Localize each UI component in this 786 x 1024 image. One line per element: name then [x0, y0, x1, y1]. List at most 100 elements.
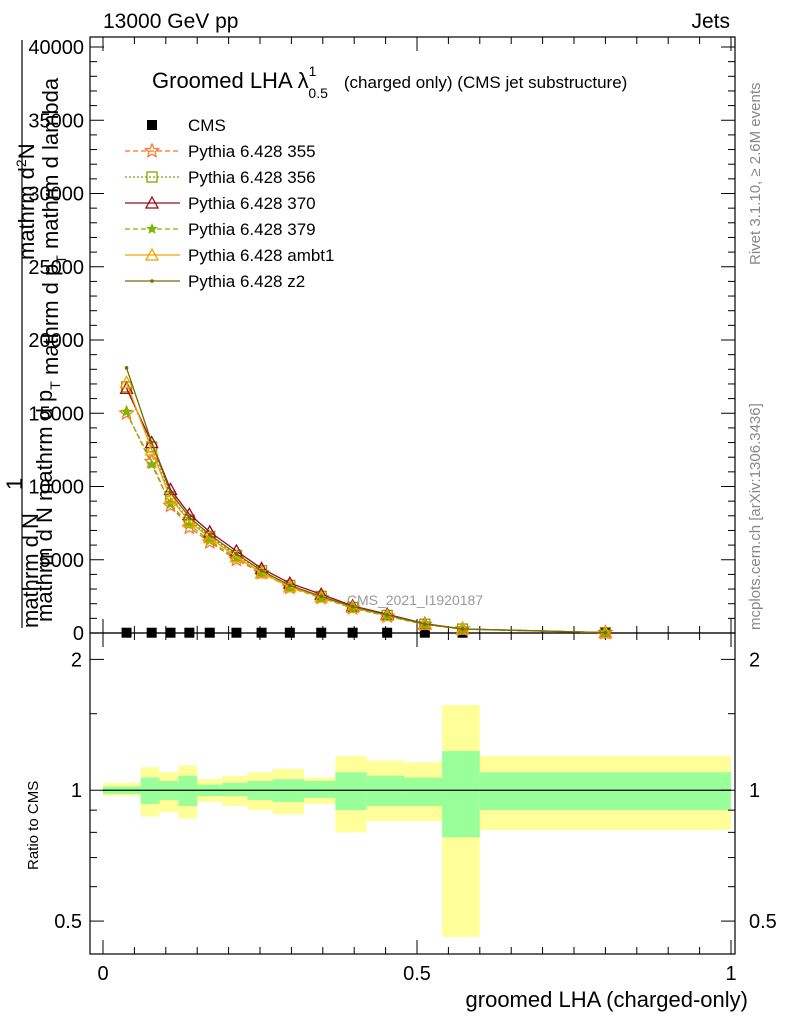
ratio-y-tick-label-right: 2 [749, 649, 760, 671]
data-point [603, 630, 608, 635]
x-axis-label: groomed LHA (charged-only) [466, 987, 748, 1012]
data-point [231, 627, 242, 638]
data-point [184, 627, 195, 638]
data-point [149, 440, 154, 445]
data-point [118, 404, 135, 421]
ylabel-line-1-text: mathrm d2N [13, 143, 39, 260]
data-point [288, 583, 292, 588]
ratio-y-label: Ratio to CMS [25, 781, 42, 870]
legend-marker [144, 247, 160, 261]
data-point [347, 627, 358, 638]
y-tick-label: 30000 [28, 184, 84, 206]
title-suffix: (charged only) (CMS jet substructure) [344, 73, 627, 92]
x-tick-label: 0 [97, 963, 108, 985]
ylabel-part: mathrm d p [38, 264, 63, 375]
series-6 [124, 366, 608, 635]
data-point [314, 589, 329, 603]
data-point [316, 627, 327, 638]
stat-uncertainty-band-3 [178, 775, 198, 806]
energy-label: 13000 GeV pp [103, 10, 238, 33]
legend-label: Pythia 6.428 379 [188, 220, 316, 239]
stat-uncertainty-band-12 [442, 751, 480, 838]
legend: CMS Pythia 6.428 355 Pythia 6.428 356 Pythi… [125, 116, 334, 291]
stat-uncertainty-band-11 [404, 777, 443, 806]
main-panel-frame [89, 36, 736, 634]
y-tick-label: 25000 [28, 257, 84, 279]
y-tick-label: 10000 [28, 477, 84, 499]
data-point [120, 405, 133, 417]
mcplots-label-group: mcplots.cern.ch [arXiv:1306.3436] [747, 403, 764, 630]
data-point [207, 533, 212, 537]
legend-marker [144, 195, 160, 209]
ratio-y-tick-label-right: 1 [749, 780, 760, 802]
data-point [145, 458, 158, 470]
y-tick-label: 40000 [28, 37, 84, 59]
y-tick-label: 15000 [28, 403, 84, 425]
data-point [385, 613, 389, 617]
ylabel-part: T [53, 255, 69, 264]
ylabel-part: 2 [13, 159, 29, 167]
stat-uncertainty-band-10 [366, 775, 405, 806]
legend-label: Pythia 6.428 355 [188, 142, 316, 161]
ylabel-part: mathrm d lambda [38, 77, 63, 255]
data-point [165, 627, 176, 638]
ylabel-part: 1 [2, 478, 27, 490]
data-point [284, 627, 295, 638]
ylabel-line-4: mathrm d N mathrm d pT [32, 381, 63, 622]
legend-marker [150, 279, 154, 283]
legend-label: Pythia 6.428 356 [188, 168, 316, 187]
ratio-bands [103, 705, 731, 937]
ylabel-part: mathrm d N mathrm d p [32, 390, 57, 622]
data-point [204, 627, 215, 638]
ratio-panel-frame [89, 632, 736, 955]
data-point [419, 627, 430, 638]
series-line [125, 367, 606, 634]
ylabel-line-2: mathrm d pT mathrm d lambda [38, 77, 69, 375]
stat-uncertainty-band-8 [303, 781, 336, 798]
legend-marker [147, 120, 157, 130]
legend-label: Pythia 6.428 ambt1 [188, 246, 334, 265]
ratio-ylabel-group: Ratio to CMS [25, 781, 42, 870]
ratio-y-tick-label: 0.5 [54, 911, 82, 933]
ylabel-line-1: mathrm d2N [13, 143, 39, 260]
ylabel-part: mathrm d [14, 167, 39, 260]
data-point [256, 627, 267, 638]
data-point [163, 490, 178, 504]
data-point [319, 594, 324, 599]
main-y-axis: 0 5000 10000 15000 20000 25000 30000 35000 40000 [28, 37, 735, 645]
y-tick-label: 0 [73, 623, 84, 645]
title-superscript: 1 [309, 63, 317, 79]
stat-uncertainty-band-5 [222, 782, 248, 796]
analysis-watermark: CMS_2021_I1920187 [347, 592, 483, 608]
ratio-y-axis: 0.5 0.5 1 1 2 2 [54, 649, 777, 933]
data-point [234, 552, 239, 556]
data-point [187, 515, 192, 520]
title-symbol: λ [298, 68, 309, 93]
ratio-y-tick-label-right: 0.5 [749, 911, 777, 933]
data-point [182, 514, 197, 528]
ylabel-part: N [14, 143, 39, 159]
legend-label: Pythia 6.428 z2 [188, 272, 305, 291]
legend-marker [146, 171, 158, 183]
y-tick-label: 20000 [28, 330, 84, 352]
data-point [350, 604, 355, 609]
legend-marker [143, 142, 161, 158]
title-subscript: 0.5 [308, 85, 328, 101]
stat-uncertainty-band-9 [335, 772, 367, 811]
y-tick-label: 5000 [40, 550, 85, 572]
ylabel-line-4-text: mathrm d N mathrm d pT [32, 381, 63, 622]
mcplots-label: mcplots.cern.ch [arXiv:1306.3436] [747, 403, 764, 630]
data-point [259, 568, 264, 573]
legend-label: Pythia 6.428 370 [188, 194, 316, 213]
data-point [423, 622, 427, 626]
x-tick-label: 1 [725, 963, 736, 985]
rivet-label: Rivet 3.1.10, ≥ 2.6M events [747, 83, 764, 266]
ylabel-line-3: 1 [2, 478, 27, 490]
data-point [121, 627, 132, 638]
rivet-label-group: Rivet 3.1.10, ≥ 2.6M events [747, 83, 764, 266]
x-tick-label: 0.5 [403, 963, 431, 985]
data-point [124, 366, 129, 370]
title-main: Groomed LHA [152, 68, 293, 93]
